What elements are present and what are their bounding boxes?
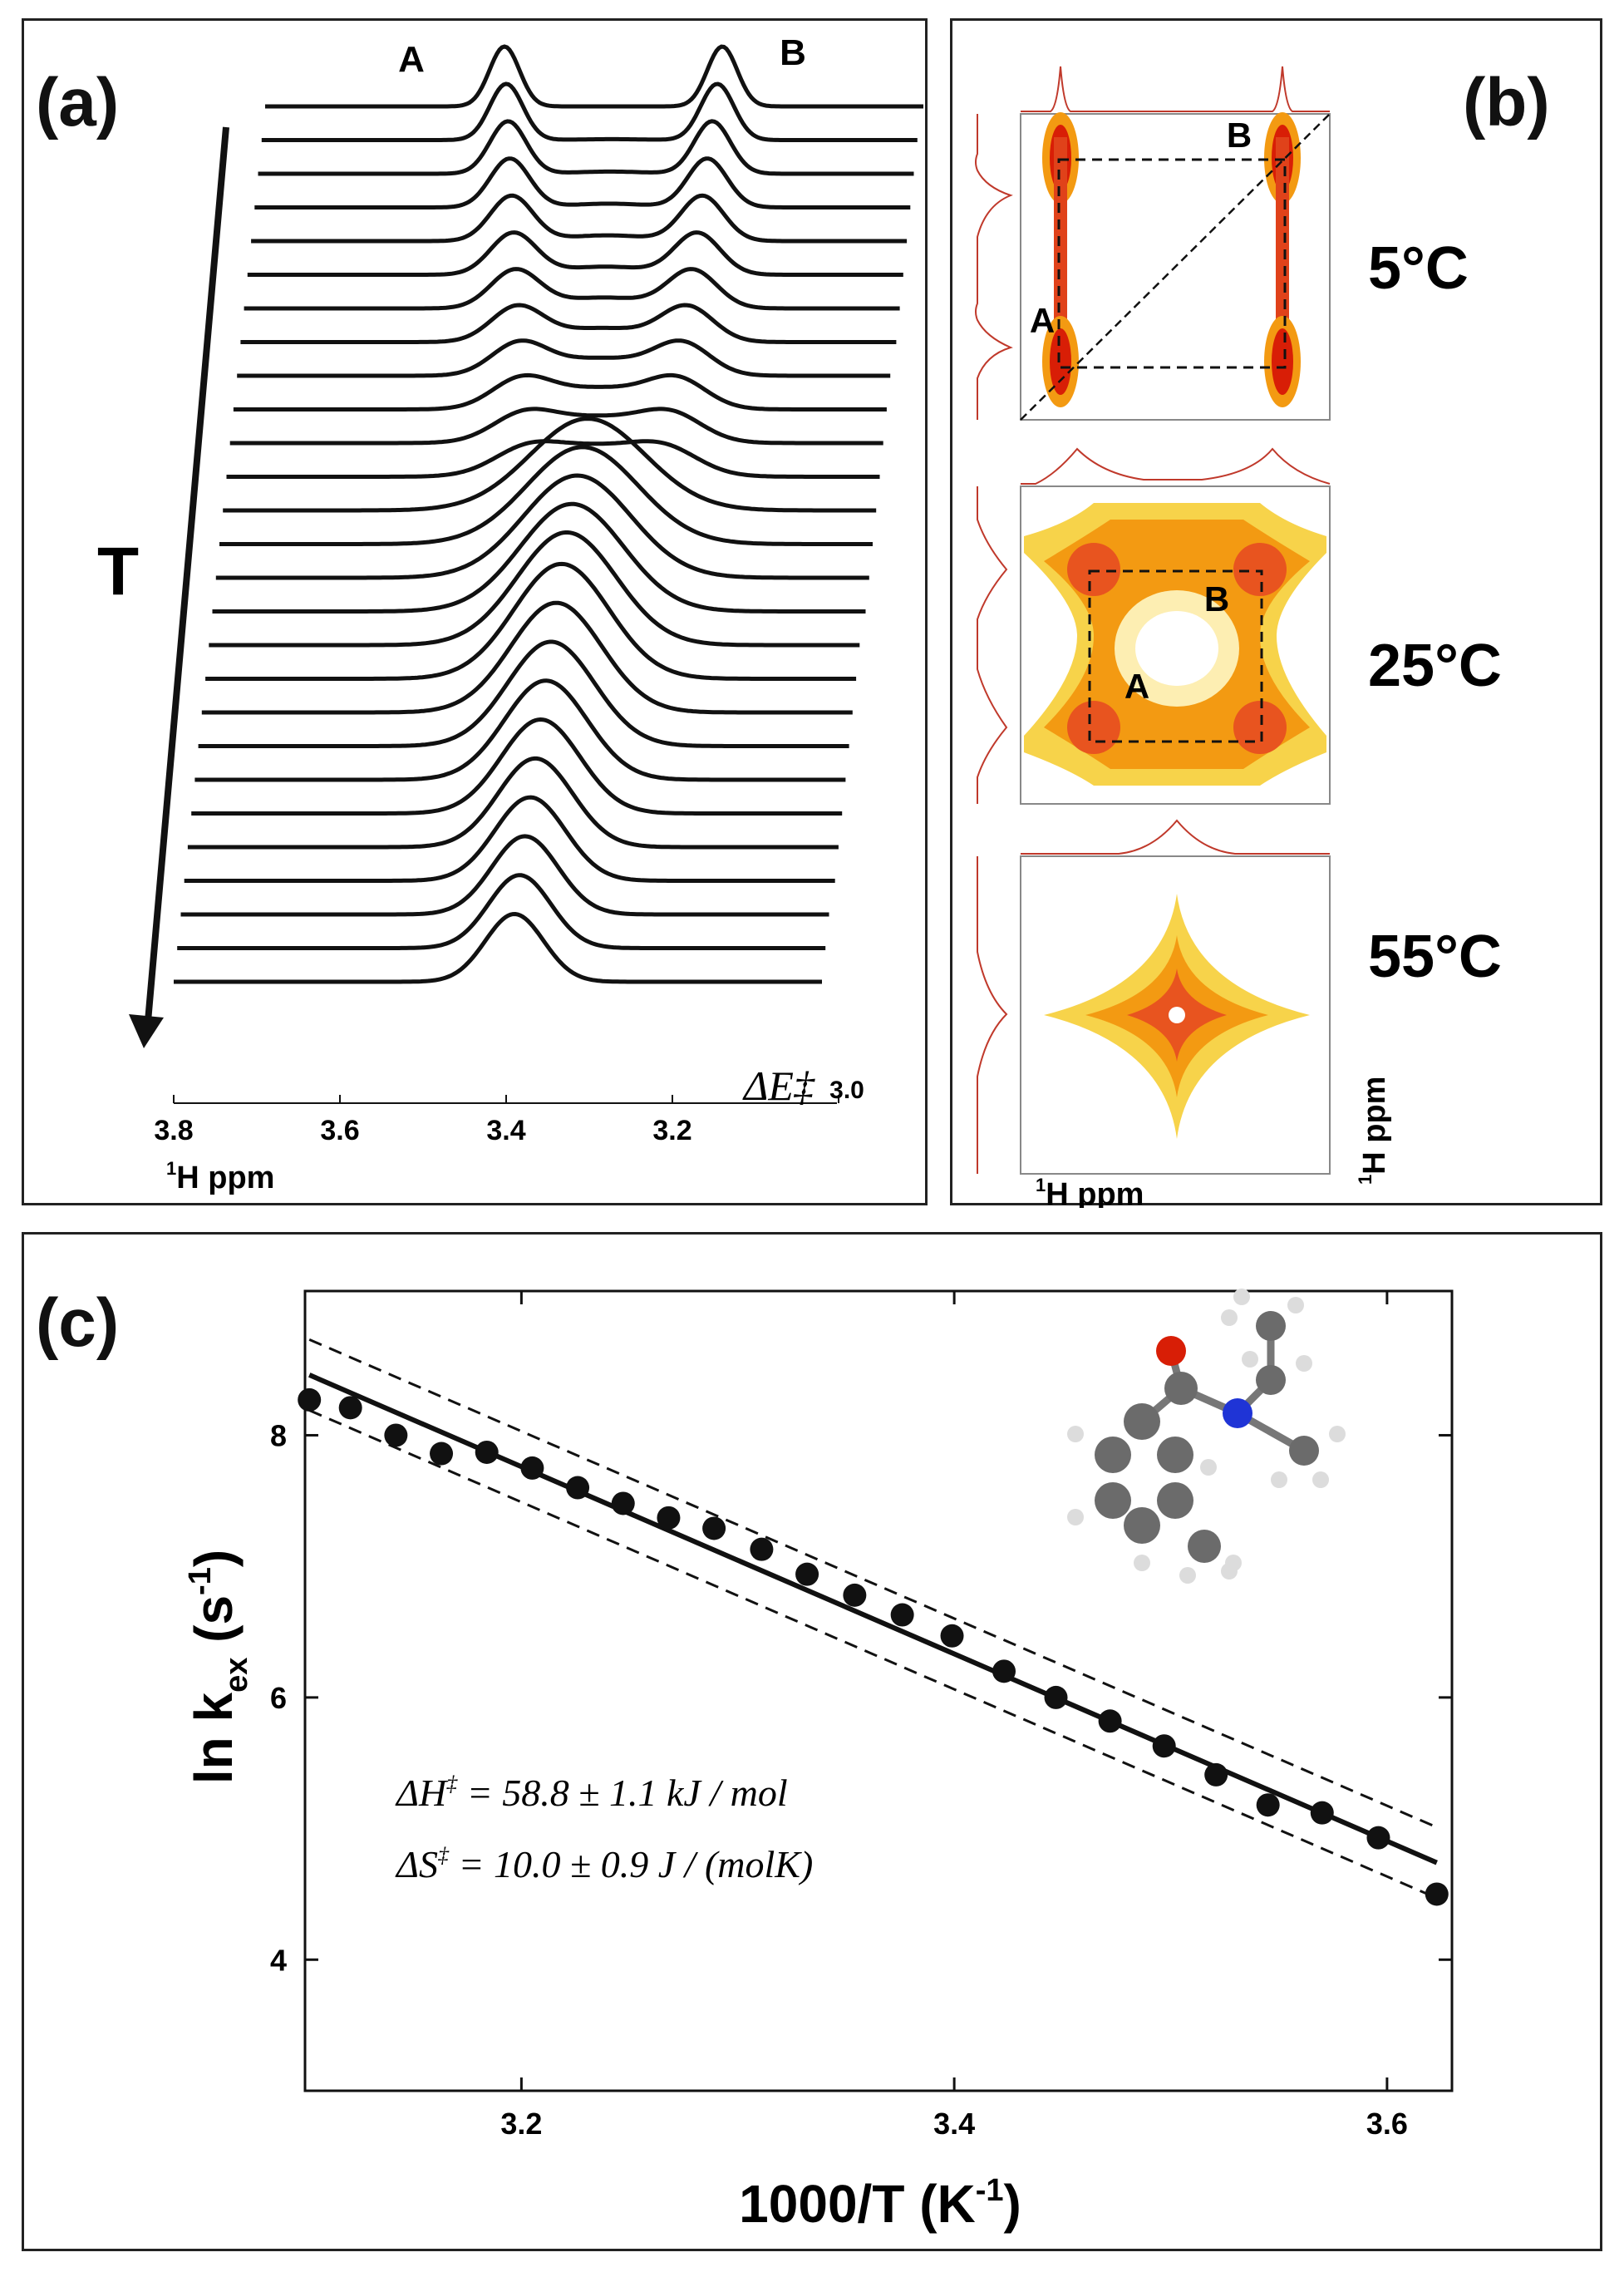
panel-b: (b) A B 5°C bbox=[950, 18, 1602, 1208]
data-point bbox=[702, 1516, 726, 1540]
data-point bbox=[1044, 1685, 1068, 1709]
data-point bbox=[1204, 1762, 1228, 1787]
nmr-trace bbox=[258, 119, 914, 176]
nmr-trace bbox=[184, 795, 835, 883]
y-axis-label: ln kex (s-1) bbox=[183, 1550, 254, 1784]
spectrum-5c: A B 5°C bbox=[975, 66, 1469, 421]
nmr-trace bbox=[244, 267, 900, 311]
x-axis-label: 1000/T (K-1) bbox=[739, 2173, 1021, 2234]
spectrum-25c: A B 25°C bbox=[977, 447, 1502, 805]
data-point bbox=[475, 1440, 499, 1464]
data-point bbox=[1098, 1709, 1122, 1733]
data-point bbox=[890, 1603, 914, 1627]
nmr-trace bbox=[233, 372, 887, 412]
x-tick-label: 3.6 bbox=[1366, 2107, 1408, 2141]
data-point bbox=[843, 1583, 867, 1607]
nmr-trace bbox=[265, 44, 923, 109]
nmr-trace bbox=[205, 561, 857, 681]
nmr-trace bbox=[261, 81, 918, 142]
panel-b-x-unit: 1H ppm bbox=[1036, 1175, 1144, 1208]
spectrum-5c-peak-b: B bbox=[1227, 116, 1252, 155]
data-point bbox=[1310, 1801, 1334, 1825]
temperature-arrow bbox=[144, 126, 229, 1032]
x-tick-label: 3.2 bbox=[500, 2107, 542, 2141]
nmr-trace bbox=[194, 678, 846, 782]
nmr-trace bbox=[247, 230, 903, 277]
entropy-annotation: ΔS‡ = 10.0 ± 0.9 J / (molK) bbox=[395, 1843, 813, 1885]
data-point bbox=[940, 1624, 964, 1648]
overlay-delta-e: ΔE‡ bbox=[742, 1062, 815, 1109]
confidence-band-lower bbox=[308, 1409, 1438, 1900]
temperature-label: T bbox=[97, 534, 139, 609]
nmr-trace bbox=[177, 873, 826, 950]
panel-a-label: (a) bbox=[36, 65, 120, 140]
nmr-trace bbox=[191, 717, 843, 816]
spectrum-25c-temperature: 25°C bbox=[1368, 633, 1502, 699]
plot-frame bbox=[303, 1289, 1454, 2092]
spectrum-55c-temperature: 55°C bbox=[1368, 924, 1502, 990]
panel-b-label: (b) bbox=[1463, 65, 1550, 140]
panel-a-spectra: 3.8 3.6 3.4 3.2 3.0 A B T ΔE‡ 1H ppm bbox=[97, 32, 923, 1195]
spectrum-5c-temperature: 5°C bbox=[1368, 235, 1469, 302]
x-tick-label: 3.4 bbox=[933, 2107, 975, 2141]
nmr-trace bbox=[215, 473, 869, 580]
data-point bbox=[384, 1423, 408, 1447]
enthalpy-annotation: ΔH‡ = 58.8 ± 1.1 kJ / mol bbox=[395, 1772, 788, 1814]
nmr-trace bbox=[174, 911, 822, 984]
panel-b-y-unit: 1H ppm bbox=[1355, 1077, 1392, 1185]
data-point bbox=[795, 1562, 819, 1586]
x-tick-label: 3.4 bbox=[486, 1115, 525, 1146]
panel-b-2d-spectra: A B 5°C A B 25°C bbox=[975, 66, 1502, 1208]
molecule-icon bbox=[1067, 1289, 1346, 1584]
spectrum-25c-peak-b: B bbox=[1204, 579, 1229, 619]
data-point bbox=[611, 1491, 635, 1515]
nmr-trace bbox=[237, 338, 891, 378]
nmr-trace bbox=[240, 303, 897, 344]
data-point bbox=[298, 1387, 322, 1412]
nmr-trace bbox=[226, 439, 880, 479]
data-point bbox=[1425, 1882, 1449, 1906]
panel-a: (a) 3.8 3.6 3.4 3.2 3.0 A B T ΔE‡ 1H ppm bbox=[22, 18, 928, 1205]
panel-c-label: (c) bbox=[36, 1285, 120, 1361]
data-point bbox=[750, 1537, 774, 1561]
temperature-arrow-head bbox=[129, 1014, 164, 1048]
data-point bbox=[566, 1476, 590, 1500]
nmr-trace bbox=[219, 445, 873, 546]
peak-b-label: B bbox=[780, 32, 806, 73]
nmr-trace bbox=[229, 407, 883, 446]
panel-c: (c) 3.2 3.4 3.6 4 6 8 bbox=[22, 1232, 1602, 2251]
nmr-trace bbox=[201, 600, 853, 715]
data-point bbox=[992, 1659, 1016, 1683]
nmr-trace bbox=[251, 193, 908, 244]
y-tick-label: 8 bbox=[270, 1418, 287, 1452]
confidence-band-upper bbox=[308, 1338, 1438, 1829]
nmr-trace bbox=[198, 639, 849, 748]
spectrum-25c-peak-a: A bbox=[1124, 667, 1149, 706]
data-point bbox=[1366, 1826, 1390, 1850]
nmr-trace bbox=[180, 834, 829, 917]
x-tick-label: 3.0 bbox=[829, 1077, 864, 1104]
data-point bbox=[520, 1456, 544, 1480]
data-point bbox=[1152, 1734, 1176, 1758]
x-tick-label: 3.8 bbox=[154, 1115, 193, 1146]
arrhenius-chart: 3.2 3.4 3.6 4 6 8 bbox=[183, 1289, 1454, 2234]
nmr-trace bbox=[212, 501, 866, 614]
y-tick-label: 6 bbox=[270, 1681, 287, 1715]
x-tick-label: 3.6 bbox=[320, 1115, 359, 1146]
data-point bbox=[338, 1396, 362, 1420]
data-point bbox=[1256, 1793, 1280, 1817]
spectrum-5c-peak-a: A bbox=[1030, 301, 1055, 340]
spectrum-55c: 55°C bbox=[977, 819, 1502, 1175]
nmr-trace bbox=[209, 530, 860, 648]
y-tick-label: 4 bbox=[270, 1943, 287, 1977]
data-point bbox=[430, 1442, 454, 1466]
nmr-trace bbox=[187, 756, 839, 850]
data-point bbox=[657, 1506, 681, 1530]
nmr-trace bbox=[223, 416, 877, 513]
panel-a-x-unit: 1H ppm bbox=[166, 1158, 274, 1195]
x-tick-label: 3.2 bbox=[652, 1115, 691, 1146]
nmr-trace bbox=[254, 156, 911, 209]
peak-a-label: A bbox=[398, 39, 425, 80]
